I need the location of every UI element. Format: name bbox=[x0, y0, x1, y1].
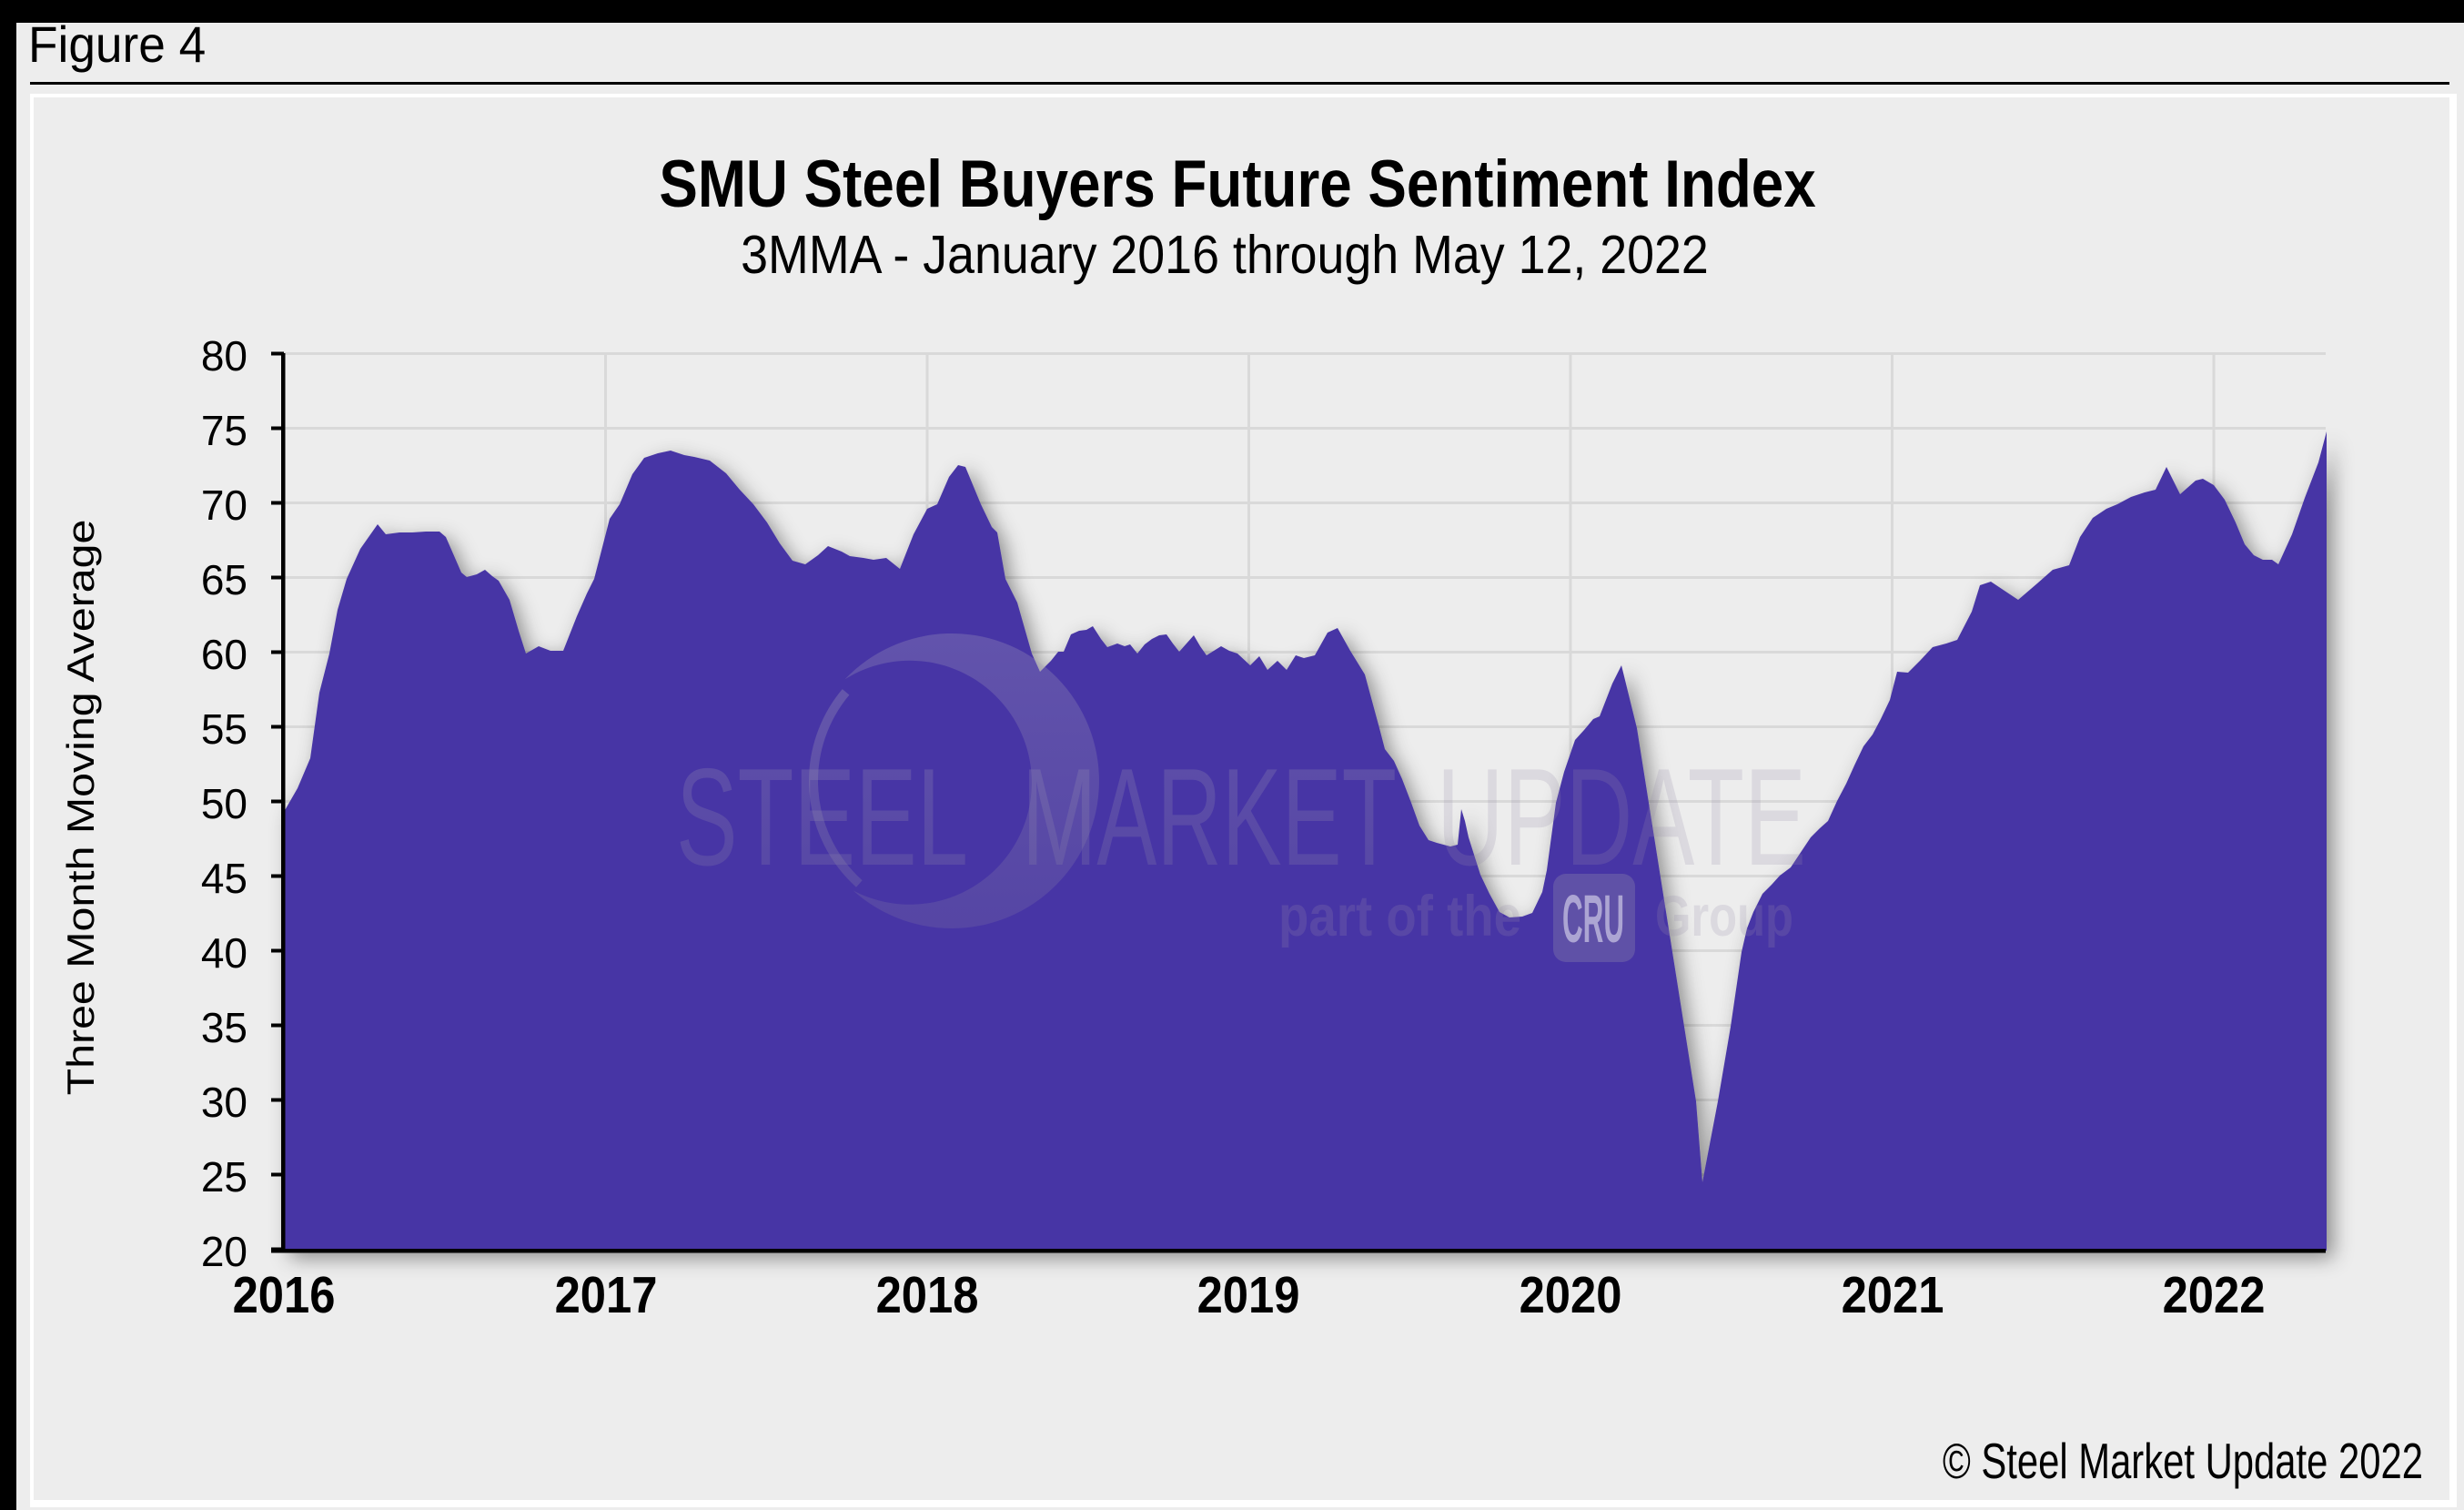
svg-text:MARKET: MARKET bbox=[1022, 740, 1397, 895]
svg-text:part of the: part of the bbox=[1278, 885, 1521, 948]
svg-text:STEEL: STEEL bbox=[676, 740, 968, 895]
svg-text:UPDATE: UPDATE bbox=[1437, 740, 1806, 895]
svg-text:Group: Group bbox=[1655, 885, 1793, 948]
svg-text:CRU: CRU bbox=[1562, 881, 1624, 957]
